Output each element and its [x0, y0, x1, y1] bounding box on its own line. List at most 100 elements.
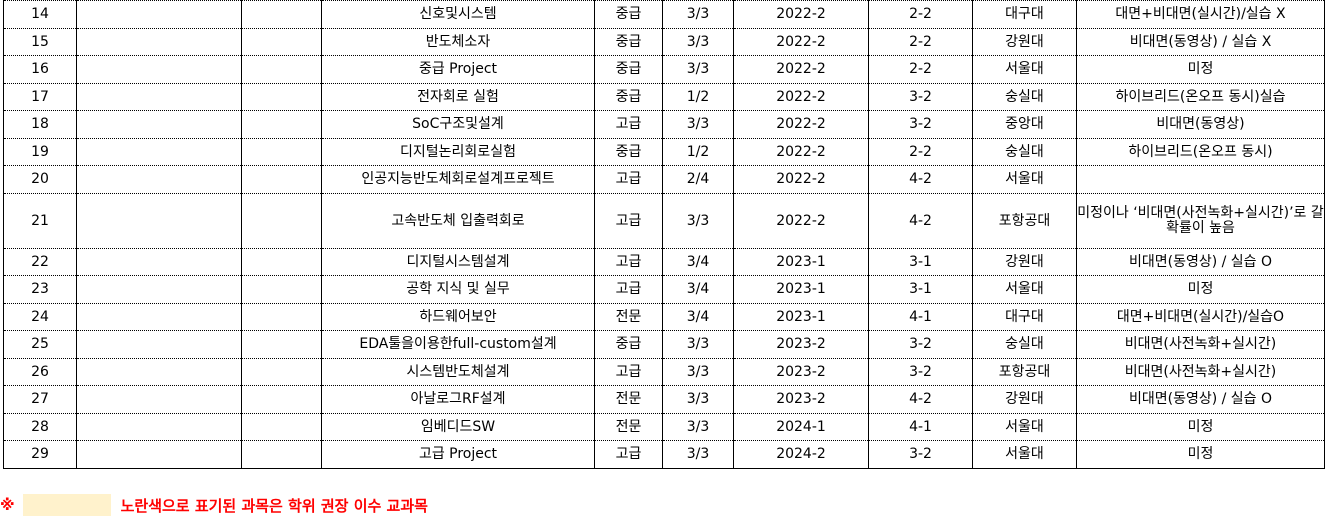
credits: 1/2: [662, 137, 734, 166]
credits: 3/3: [662, 330, 734, 359]
row-number: 17: [3, 82, 77, 111]
table-row: 17 전자회로 실험 중급 1/2 2022-2 3-2 숭실대 하이브리드(온오프 동시)실…: [3, 82, 1325, 111]
course-name: SoC구조및설계: [321, 110, 595, 139]
row-number: 25: [3, 330, 77, 359]
table-row: 25 EDA툴을이용한full-custom설계 중급 3/3 2023-2 3-2 숭실대…: [3, 330, 1325, 359]
course-level: 고급: [594, 110, 663, 139]
table-row: 14 신호및시스템 중급 3/3 2022-2 2-2 대구대 대면+비대면(실시간)/실습 …: [3, 0, 1325, 29]
delivery-mode: [1076, 165, 1325, 194]
term: 2022-2: [733, 0, 869, 29]
grade-semester: 2-2: [868, 0, 973, 29]
table-row: 27 아날로그RF설계 전문 3/3 2023-2 4-2 강원대 비대면(동영상) / 실습…: [3, 385, 1325, 414]
school: 대구대: [972, 0, 1077, 29]
course-level: 중급: [594, 82, 663, 111]
school: 강원대: [972, 27, 1077, 56]
blank-cell: [76, 27, 242, 56]
row-number: 22: [3, 247, 77, 276]
school: 서울대: [972, 275, 1077, 304]
term: 2022-2: [733, 82, 869, 111]
row-number: 21: [3, 192, 77, 249]
course-name: 신호및시스템: [321, 0, 595, 29]
school: 포항공대: [972, 357, 1077, 386]
blank-cell: [76, 110, 242, 139]
grade-semester: 4-1: [868, 302, 973, 331]
grade-semester: 3-2: [868, 82, 973, 111]
course-name: 반도체소자: [321, 27, 595, 56]
blank-cell: [76, 412, 242, 441]
term: 2022-2: [733, 165, 869, 194]
blank-cell: [241, 165, 322, 194]
term: 2023-1: [733, 302, 869, 331]
row-number: 29: [3, 440, 77, 469]
term: 2023-2: [733, 330, 869, 359]
term: 2023-1: [733, 275, 869, 304]
blank-cell: [76, 385, 242, 414]
blank-cell: [241, 137, 322, 166]
school: 서울대: [972, 412, 1077, 441]
school: 대구대: [972, 302, 1077, 331]
blank-cell: [76, 302, 242, 331]
course-level: 전문: [594, 385, 663, 414]
course-level: 전문: [594, 412, 663, 441]
blank-cell: [241, 27, 322, 56]
grade-semester: 3-2: [868, 330, 973, 359]
school: 서울대: [972, 55, 1077, 84]
reference-mark: ※: [0, 496, 15, 514]
school: 강원대: [972, 247, 1077, 276]
row-number: 26: [3, 357, 77, 386]
table-row: 24 하드웨어보안 전문 3/4 2023-1 4-1 대구대 대면+비대면(실시간)/실습O: [3, 302, 1325, 331]
course-name: 중급 Project: [321, 55, 595, 84]
delivery-mode: 하이브리드(온오프 동시)실습: [1076, 82, 1325, 111]
course-name: 하드웨어보안: [321, 302, 595, 331]
grade-semester: 2-2: [868, 137, 973, 166]
term: 2023-1: [733, 247, 869, 276]
course-level: 고급: [594, 192, 663, 249]
blank-cell: [241, 357, 322, 386]
blank-cell: [76, 82, 242, 111]
row-number: 19: [3, 137, 77, 166]
table-row: 23 공학 지식 및 실무 고급 3/4 2023-1 3-1 서울대 미정: [3, 275, 1325, 304]
blank-cell: [76, 137, 242, 166]
grade-semester: 4-2: [868, 385, 973, 414]
delivery-mode: 비대면(사전녹화+실시간): [1076, 357, 1325, 386]
blank-cell: [76, 55, 242, 84]
delivery-mode: 미정: [1076, 275, 1325, 304]
credits: 1/2: [662, 82, 734, 111]
grade-semester: 3-2: [868, 440, 973, 469]
term: 2022-2: [733, 137, 869, 166]
blank-cell: [76, 357, 242, 386]
credits: 3/3: [662, 357, 734, 386]
term: 2023-2: [733, 385, 869, 414]
course-level: 고급: [594, 440, 663, 469]
blank-cell: [76, 192, 242, 249]
school: 숭실대: [972, 137, 1077, 166]
blank-cell: [76, 0, 242, 29]
delivery-mode: 미정: [1076, 412, 1325, 441]
course-table: 14 신호및시스템 중급 3/3 2022-2 2-2 대구대 대면+비대면(실시간)/실습 …: [3, 0, 1325, 469]
credits: 2/4: [662, 165, 734, 194]
table-row: 20 인공지능반도체회로설계프로젝트 고급 2/4 2022-2 4-2 서울대: [3, 165, 1325, 194]
table-row: 18 SoC구조및설계 고급 3/3 2022-2 3-2 중앙대 비대면(동영상): [3, 110, 1325, 139]
blank-cell: [241, 82, 322, 111]
delivery-mode: 비대면(동영상) / 실습 O: [1076, 247, 1325, 276]
course-name: 아날로그RF설계: [321, 385, 595, 414]
row-number: 23: [3, 275, 77, 304]
term: 2023-2: [733, 357, 869, 386]
table-row: 22 디지털시스템설계 고급 3/4 2023-1 3-1 강원대 비대면(동영상) / 실습…: [3, 247, 1325, 276]
term: 2024-1: [733, 412, 869, 441]
term: 2022-2: [733, 110, 869, 139]
blank-cell: [241, 0, 322, 29]
course-level: 고급: [594, 247, 663, 276]
delivery-mode: 하이브리드(온오프 동시): [1076, 137, 1325, 166]
row-number: 20: [3, 165, 77, 194]
grade-semester: 3-2: [868, 357, 973, 386]
course-level: 전문: [594, 302, 663, 331]
delivery-mode: 비대면(동영상) / 실습 X: [1076, 27, 1325, 56]
blank-cell: [241, 275, 322, 304]
blank-cell: [76, 275, 242, 304]
credits: 3/4: [662, 247, 734, 276]
credits: 3/3: [662, 385, 734, 414]
row-number: 24: [3, 302, 77, 331]
grade-semester: 2-2: [868, 27, 973, 56]
credits: 3/4: [662, 302, 734, 331]
